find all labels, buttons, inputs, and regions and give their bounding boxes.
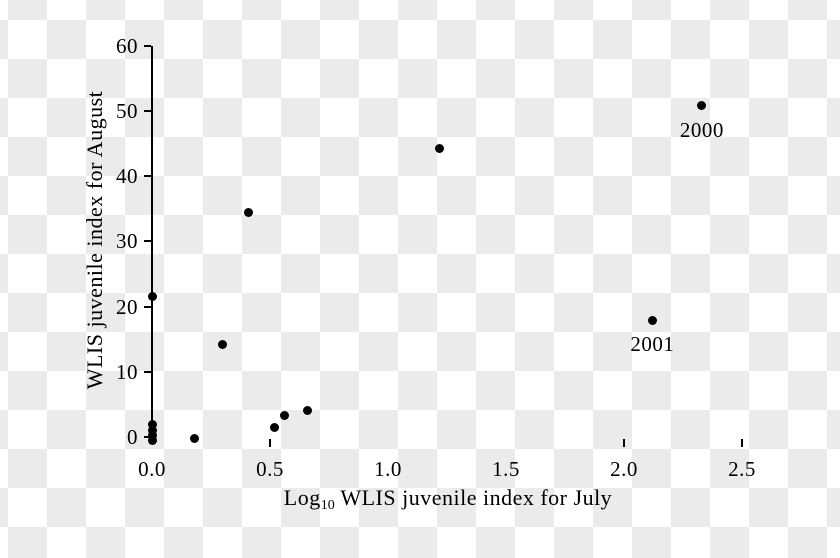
data-point xyxy=(147,430,157,440)
y-tick-label: 30 xyxy=(116,229,138,254)
y-tick-label: 10 xyxy=(116,359,138,384)
y-tick-mark xyxy=(144,370,151,373)
data-point xyxy=(270,423,280,433)
x-tick-label: 2.5 xyxy=(728,457,756,481)
y-tick-label: 0 xyxy=(127,424,138,449)
y-tick-mark xyxy=(144,45,151,48)
y-tick-label: 50 xyxy=(116,99,138,124)
point-year-label: 2001 xyxy=(630,332,675,357)
data-point xyxy=(147,425,157,435)
x-axis-title: Log10 WLIS juvenile index for July xyxy=(208,485,688,515)
x-tick-label: 0.5 xyxy=(256,457,284,481)
data-point xyxy=(147,292,157,302)
y-tick-label: 20 xyxy=(116,294,138,319)
y-tick-mark xyxy=(144,110,151,113)
x-tick-mark xyxy=(741,439,743,447)
data-point xyxy=(279,411,289,421)
y-axis-title: WLIS juvenile index for August xyxy=(82,40,112,440)
x-tick-label: 1.5 xyxy=(492,457,520,481)
data-point xyxy=(647,315,657,325)
y-axis-title-text: WLIS juvenile index for August xyxy=(82,90,107,390)
data-point xyxy=(244,207,254,217)
y-tick-mark xyxy=(144,175,151,178)
x-axis-title-subscript: 10 xyxy=(320,498,335,513)
data-point xyxy=(697,101,707,110)
y-tick-mark xyxy=(144,240,151,243)
x-tick-mark xyxy=(269,439,271,447)
data-point xyxy=(147,436,157,446)
data-point xyxy=(435,143,445,153)
y-tick-mark xyxy=(144,305,151,308)
data-point xyxy=(218,340,228,350)
y-axis-line xyxy=(151,46,153,444)
data-point xyxy=(303,405,313,415)
y-tick-label: 60 xyxy=(116,34,138,59)
x-tick-mark xyxy=(623,439,625,447)
y-tick-label: 40 xyxy=(116,164,138,189)
x-tick-label: 2.0 xyxy=(610,457,638,481)
data-point xyxy=(147,420,157,430)
x-axis-title-rest: WLIS juvenile index for July xyxy=(334,485,613,510)
data-point xyxy=(189,433,199,443)
x-tick-label: 0.0 xyxy=(138,457,166,481)
x-tick-label: 1.0 xyxy=(374,457,402,481)
point-year-label: 2000 xyxy=(679,117,724,142)
x-axis-title-prefix: Log xyxy=(283,485,321,510)
